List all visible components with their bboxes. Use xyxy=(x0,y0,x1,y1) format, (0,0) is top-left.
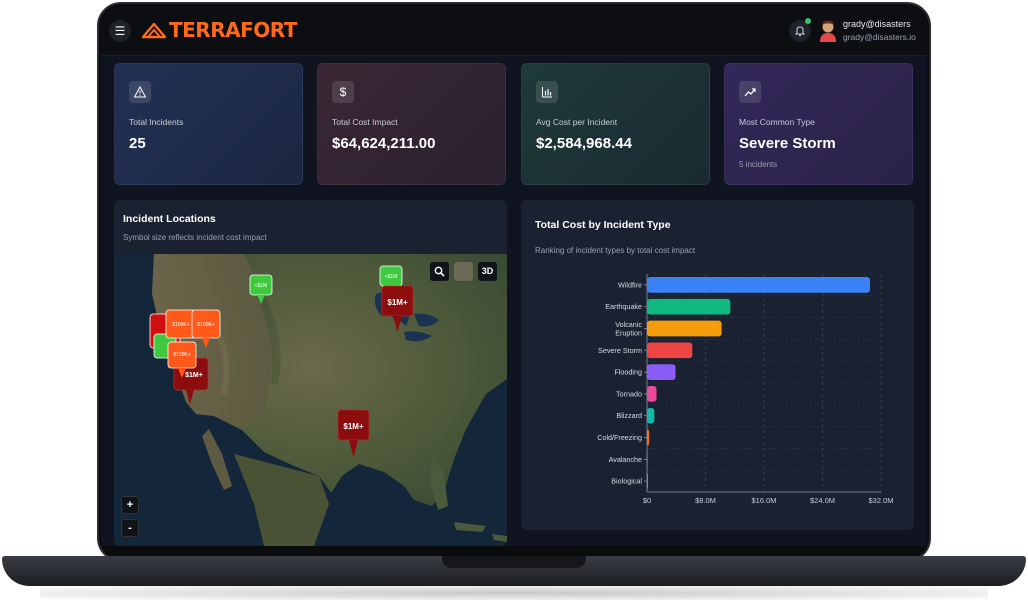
marker-layer: <$1M <$1M $1M+ $1M+ xyxy=(149,265,414,458)
brand-name: TERRAFORT xyxy=(169,18,297,42)
stat-value: $64,624,211.00 xyxy=(332,135,436,152)
x-tick-label: $16.0M xyxy=(751,496,776,505)
logo-mark-icon xyxy=(141,22,167,39)
incident-map-panel: Incident Locations Symbol size reflects … xyxy=(114,200,507,546)
y-tick-label: Earthquake xyxy=(605,302,642,311)
stat-card-total-cost[interactable]: $ Total Cost Impact $64,624,211.00 xyxy=(317,63,506,185)
bar[interactable] xyxy=(647,277,871,293)
bar[interactable] xyxy=(647,451,648,468)
laptop-notch xyxy=(442,556,586,568)
map-subtitle: Symbol size reflects incident cost impac… xyxy=(123,233,267,242)
zoom-out-button[interactable]: - xyxy=(121,519,139,537)
map-title: Incident Locations xyxy=(123,213,216,225)
bar[interactable] xyxy=(647,473,648,489)
y-tick-label: Cold/Freezing xyxy=(597,433,642,442)
stat-label: Most Common Type xyxy=(739,117,815,127)
stat-subtext: 5 incidents xyxy=(739,160,778,169)
map-canvas[interactable]: <$1M <$1M $1M+ $1M+ xyxy=(114,254,507,546)
y-tick-label: Volcanic Eruption xyxy=(615,320,642,338)
y-tick-label: Tornado xyxy=(616,389,642,398)
stat-value: 25 xyxy=(129,135,146,152)
map-marker[interactable]: $1M+ xyxy=(337,409,370,458)
bar[interactable] xyxy=(647,298,731,315)
stat-label: Avg Cost per Incident xyxy=(536,117,618,127)
marker-label: <$1M xyxy=(385,274,398,280)
map-marker-cluster[interactable]: $100K+ $100K+ $100K+ $1M+ xyxy=(149,309,221,404)
marker-label: $1M+ xyxy=(343,422,364,431)
menu-icon[interactable]: ☰ xyxy=(109,20,131,42)
bar[interactable] xyxy=(647,429,650,446)
chart-subtitle: Ranking of incident types by total cost … xyxy=(535,246,696,255)
bar[interactable] xyxy=(647,386,657,402)
bar[interactable] xyxy=(647,364,676,380)
y-tick-label: Wildfire xyxy=(618,280,642,289)
marker-label: $1M+ xyxy=(387,298,408,307)
dollar-icon: $ xyxy=(332,81,354,103)
marker-label: $1M+ xyxy=(185,372,203,379)
bar-chart: $0 $8.0M $16.0M $24.0M $32.0M Wildfire Earthqu… xyxy=(597,273,894,505)
marker-label: <$1M xyxy=(255,283,268,289)
y-tick-label: Blizzard xyxy=(616,411,642,420)
y-tick-label: Biological xyxy=(611,477,642,486)
x-tick-label: $24.0M xyxy=(810,496,835,505)
x-tick-label: $32.0M xyxy=(868,496,893,505)
stat-value: $2,584,968.44 xyxy=(536,135,632,152)
brand-logo[interactable]: TERRAFORT xyxy=(141,17,297,43)
view-3d-button[interactable]: 3D xyxy=(478,262,497,281)
user-name[interactable]: grady@disasters xyxy=(843,19,911,29)
stat-card-avg-cost[interactable]: Avg Cost per Incident $2,584,968.44 xyxy=(521,63,710,185)
marker-label: $100K+ xyxy=(197,322,214,328)
laptop-shadow xyxy=(40,586,988,600)
cost-by-type-panel: Total Cost by Incident Type Ranking of i… xyxy=(521,200,914,530)
map-marker[interactable]: $1M+ xyxy=(381,285,414,332)
bar[interactable] xyxy=(647,407,655,424)
x-tick-label: $8.0M xyxy=(695,496,716,505)
stat-label: Total Incidents xyxy=(129,117,184,127)
bar[interactable] xyxy=(647,342,693,359)
user-email: grady@disasters.io xyxy=(843,32,916,42)
warning-icon xyxy=(129,81,151,103)
bar-chart-icon xyxy=(536,81,558,103)
top-bar: ☰ TERRAFORT grady@disasters grady@disast… xyxy=(101,6,927,56)
marker-label: $100K+ xyxy=(172,322,189,328)
marker-label: $100K+ xyxy=(173,352,190,358)
stat-label: Total Cost Impact xyxy=(332,117,398,127)
x-tick-label: $0 xyxy=(643,496,651,505)
y-tick-label: Flooding xyxy=(614,368,642,377)
zoom-in-button[interactable]: + xyxy=(121,496,139,514)
stat-card-most-common[interactable]: Most Common Type Severe Storm 5 incident… xyxy=(724,63,913,185)
satellite-basemap xyxy=(114,254,507,546)
map-marker[interactable]: <$1M xyxy=(249,274,273,304)
y-tick-label: Severe Storm xyxy=(598,346,642,355)
satellite-layer-icon[interactable] xyxy=(454,262,473,281)
trend-up-icon xyxy=(739,81,761,103)
screen: ☰ TERRAFORT grady@disasters grady@disast… xyxy=(101,6,927,546)
bar[interactable] xyxy=(647,320,722,337)
chart-title: Total Cost by Incident Type xyxy=(535,219,671,231)
stat-value: Severe Storm xyxy=(739,135,836,152)
avatar[interactable] xyxy=(819,20,837,42)
search-icon[interactable] xyxy=(430,262,449,281)
y-tick-label: Avalanche xyxy=(609,455,642,464)
bell-icon[interactable] xyxy=(789,20,811,42)
notification-dot xyxy=(805,18,811,24)
stat-card-total-incidents[interactable]: Total Incidents 25 xyxy=(114,63,303,185)
